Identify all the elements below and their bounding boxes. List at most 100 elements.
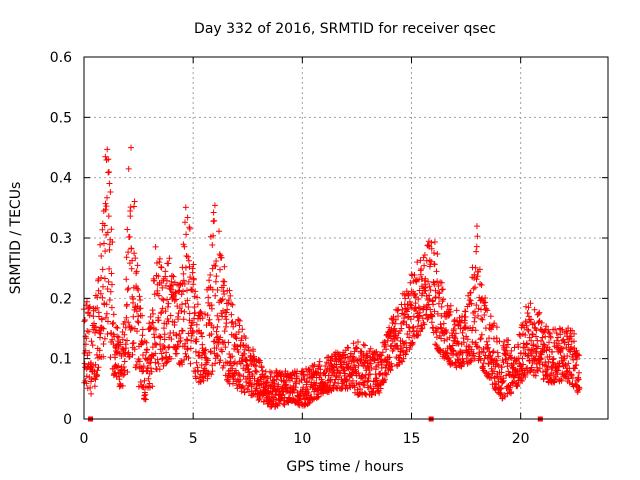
data-point [463, 355, 470, 362]
data-point [428, 239, 435, 246]
data-point [190, 276, 197, 283]
data-point [112, 370, 119, 377]
data-point [100, 283, 106, 290]
data-point [264, 379, 270, 385]
data-point [99, 266, 106, 273]
data-point [217, 357, 224, 364]
x-tick-label: 10 [293, 431, 311, 447]
data-point [173, 350, 180, 357]
data-point [562, 372, 569, 379]
data-point [410, 313, 417, 320]
data-point [540, 375, 547, 382]
data-point [198, 310, 205, 317]
data-point [93, 327, 100, 333]
data-point [531, 369, 537, 376]
data-point [555, 334, 561, 341]
data-point [509, 380, 516, 387]
data-point [576, 385, 583, 392]
data-point [183, 336, 190, 343]
data-point [133, 268, 140, 275]
grid-lines [84, 57, 608, 419]
data-point [419, 315, 426, 322]
data-point [84, 298, 90, 305]
data-point [229, 365, 236, 372]
data-point [438, 303, 445, 310]
data-point [224, 306, 231, 313]
data-point [161, 331, 168, 338]
data-point [238, 388, 245, 395]
data-point [164, 303, 171, 310]
data-point [400, 355, 407, 362]
data-point [367, 383, 374, 390]
data-point [155, 360, 162, 367]
data-point [115, 363, 122, 369]
data-point [504, 360, 511, 367]
data-point [395, 313, 401, 320]
data-point [139, 326, 146, 333]
data-point [107, 189, 114, 195]
data-point [210, 209, 217, 216]
data-point [188, 322, 195, 329]
data-point [309, 396, 316, 403]
data-point [180, 288, 187, 295]
data-point [422, 284, 429, 291]
data-point [232, 320, 239, 327]
data-point [179, 301, 185, 308]
data-point [475, 312, 481, 319]
data-point [525, 327, 532, 334]
data-point [106, 297, 113, 303]
data-point [447, 302, 454, 309]
data-point [526, 358, 533, 364]
data-point [176, 287, 183, 294]
data-point [217, 266, 223, 273]
data-point [506, 371, 513, 378]
data-point [250, 348, 257, 355]
data-point [313, 380, 320, 387]
data-point [127, 213, 134, 220]
data-point [485, 371, 492, 378]
data-point [353, 344, 360, 351]
data-point [217, 334, 224, 341]
data-point [550, 355, 557, 362]
data-point [144, 356, 151, 363]
data-point [505, 368, 512, 375]
data-point [237, 376, 244, 383]
data-point [468, 300, 475, 307]
data-point [114, 325, 121, 331]
data-point [265, 389, 272, 396]
data-point [159, 284, 166, 291]
data-point [152, 326, 159, 333]
data-point [511, 344, 518, 351]
data-point [159, 305, 166, 312]
data-point [106, 246, 113, 253]
data-point [94, 304, 101, 311]
data-point [491, 368, 497, 375]
data-point [469, 339, 476, 345]
data-point [181, 243, 188, 250]
data-point [127, 204, 134, 211]
data-point [471, 308, 478, 315]
data-point [212, 263, 219, 269]
data-point [568, 371, 575, 378]
data-point [86, 349, 93, 356]
data-point [255, 377, 262, 384]
data-point [355, 370, 362, 376]
data-point [292, 384, 299, 391]
data-point [508, 347, 515, 354]
data-point [549, 349, 556, 355]
data-point [354, 345, 360, 352]
data-point [225, 378, 232, 385]
data-point [185, 278, 192, 285]
data-point [207, 272, 214, 278]
data-point [140, 363, 147, 370]
data-point [254, 385, 260, 392]
data-point [151, 277, 158, 284]
data-point [95, 276, 102, 282]
data-point [164, 277, 170, 284]
data-point [522, 332, 529, 338]
data-point [212, 360, 219, 367]
data-point [120, 364, 127, 370]
data-point [453, 350, 459, 357]
data-point [367, 371, 374, 378]
data-point [124, 301, 130, 308]
